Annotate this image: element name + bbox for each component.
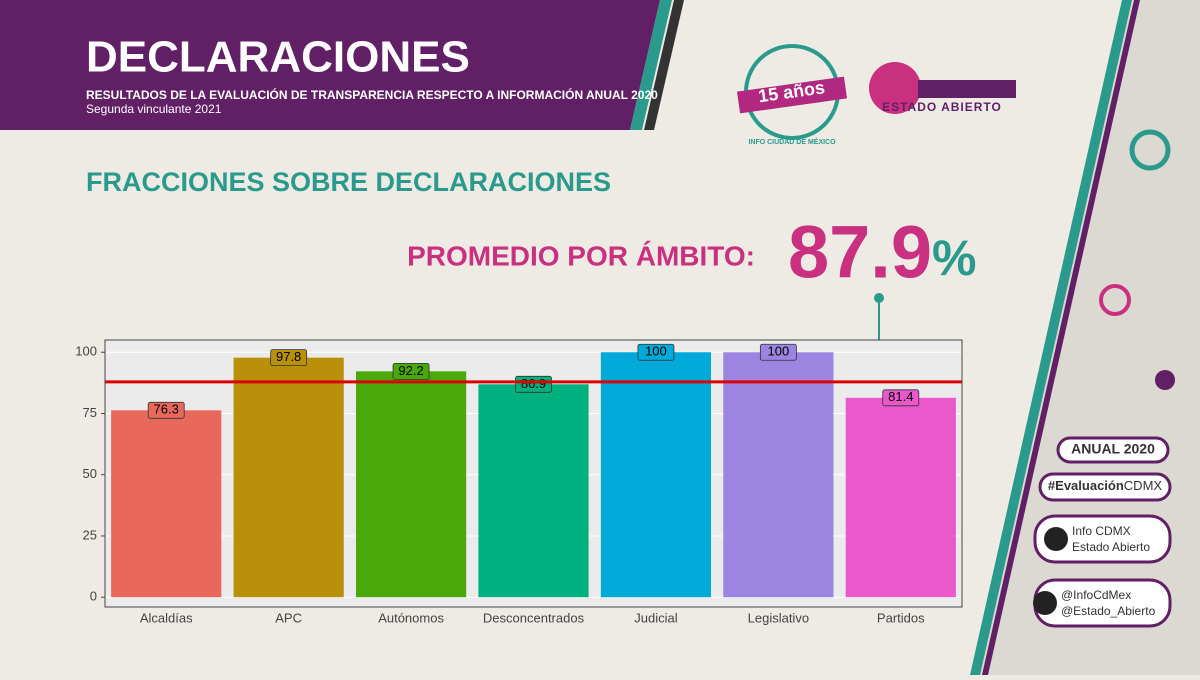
decoration xyxy=(1155,370,1175,390)
logo-key xyxy=(869,62,921,114)
plot-border xyxy=(104,339,963,608)
y-tick-label: 75 xyxy=(83,405,97,420)
y-tick-label: 50 xyxy=(83,466,97,481)
value-label-box xyxy=(515,375,552,393)
y-tick-label: 100 xyxy=(75,344,97,359)
twitter-handle: @InfoCdMex xyxy=(1061,588,1131,602)
facebook-handle: Estado Abierto xyxy=(1072,540,1150,554)
value-label-box xyxy=(270,349,308,367)
year-badge: ANUAL 2020 xyxy=(1071,441,1155,457)
value-label-box xyxy=(637,343,675,361)
sidebar-stripe xyxy=(982,0,1140,675)
value-label: 81.4 xyxy=(888,389,913,404)
y-tick-label: 0 xyxy=(90,589,97,604)
sidebar: ANUAL 2020 #EvaluaciónCDMX Info CDMX Est… xyxy=(970,0,1200,675)
average-value: 87.9 xyxy=(788,211,932,294)
logo-key xyxy=(918,80,1016,98)
header-band xyxy=(0,0,660,130)
bar xyxy=(600,352,712,598)
x-tick-label: Legislativo xyxy=(748,610,809,625)
bar xyxy=(723,352,834,598)
value-label: 100 xyxy=(645,344,667,359)
logo-ribbon xyxy=(736,76,848,114)
bar xyxy=(478,384,589,598)
x-tick-label: Alcaldías xyxy=(140,610,193,625)
bar xyxy=(111,410,222,598)
header-stripe xyxy=(630,0,672,130)
hashtag-bold: #Evaluación xyxy=(1048,478,1124,493)
sidebar-stripe xyxy=(970,0,1132,675)
value-label-box xyxy=(147,401,185,419)
y-tick-label: 25 xyxy=(83,527,97,542)
subtitle: RESULTADOS DE LA EVALUACIÓN DE TRANSPARE… xyxy=(86,87,658,102)
average-label: PROMEDIO POR ÁMBITO: xyxy=(407,240,755,271)
bar xyxy=(355,371,467,598)
x-tick-label: Desconcentrados xyxy=(483,610,585,625)
logo-ring-text: INFO CIUDAD DE MÉXICO xyxy=(748,137,836,146)
facebook-handle: Info CDMX xyxy=(1072,524,1131,538)
x-tick-label: Judicial xyxy=(634,610,677,625)
x-tick-label: APC xyxy=(275,610,302,625)
hashtag: #EvaluaciónCDMX xyxy=(1048,478,1162,493)
title: DECLARACIONES xyxy=(86,33,470,82)
value-label: 92.2 xyxy=(398,363,423,378)
x-tick-label: Autónomos xyxy=(378,610,444,625)
header-stripe xyxy=(644,0,684,130)
average-unit: % xyxy=(932,230,976,286)
badge xyxy=(1033,514,1172,564)
logo-estado-abierto: ESTADO ABIERTO xyxy=(869,62,1016,114)
hashtag-rest: CDMX xyxy=(1124,478,1163,493)
badge xyxy=(1056,436,1170,464)
note: Segunda vinculante 2021 xyxy=(86,102,222,116)
value-label: 100 xyxy=(768,344,790,359)
twitter-handle: @Estado_Abierto xyxy=(1061,604,1156,618)
bar-chart: 0 25 50 75 100 Alcaldías 76.3 APC 97.8 Autónomos 9… xyxy=(75,339,963,625)
section-title: FRACCIONES SOBRE DECLARACIONES xyxy=(86,167,611,197)
logo-15: 15 años INFO CIUDAD DE MÉXICO xyxy=(736,44,848,146)
bar xyxy=(233,357,344,598)
bar xyxy=(845,397,956,598)
value-label: 76.3 xyxy=(154,402,179,417)
value-label-box xyxy=(882,389,920,407)
decoration xyxy=(1099,284,1131,316)
badge xyxy=(1038,472,1172,502)
twitter-icon xyxy=(1033,591,1057,615)
value-label: 97.8 xyxy=(276,349,301,364)
value-label-box xyxy=(392,362,430,380)
facebook-icon xyxy=(1044,527,1068,551)
x-tick-label: Partidos xyxy=(877,610,925,625)
value-label-box xyxy=(759,343,797,361)
logo-text: ESTADO ABIERTO xyxy=(882,100,1002,114)
decoration xyxy=(1129,129,1171,171)
